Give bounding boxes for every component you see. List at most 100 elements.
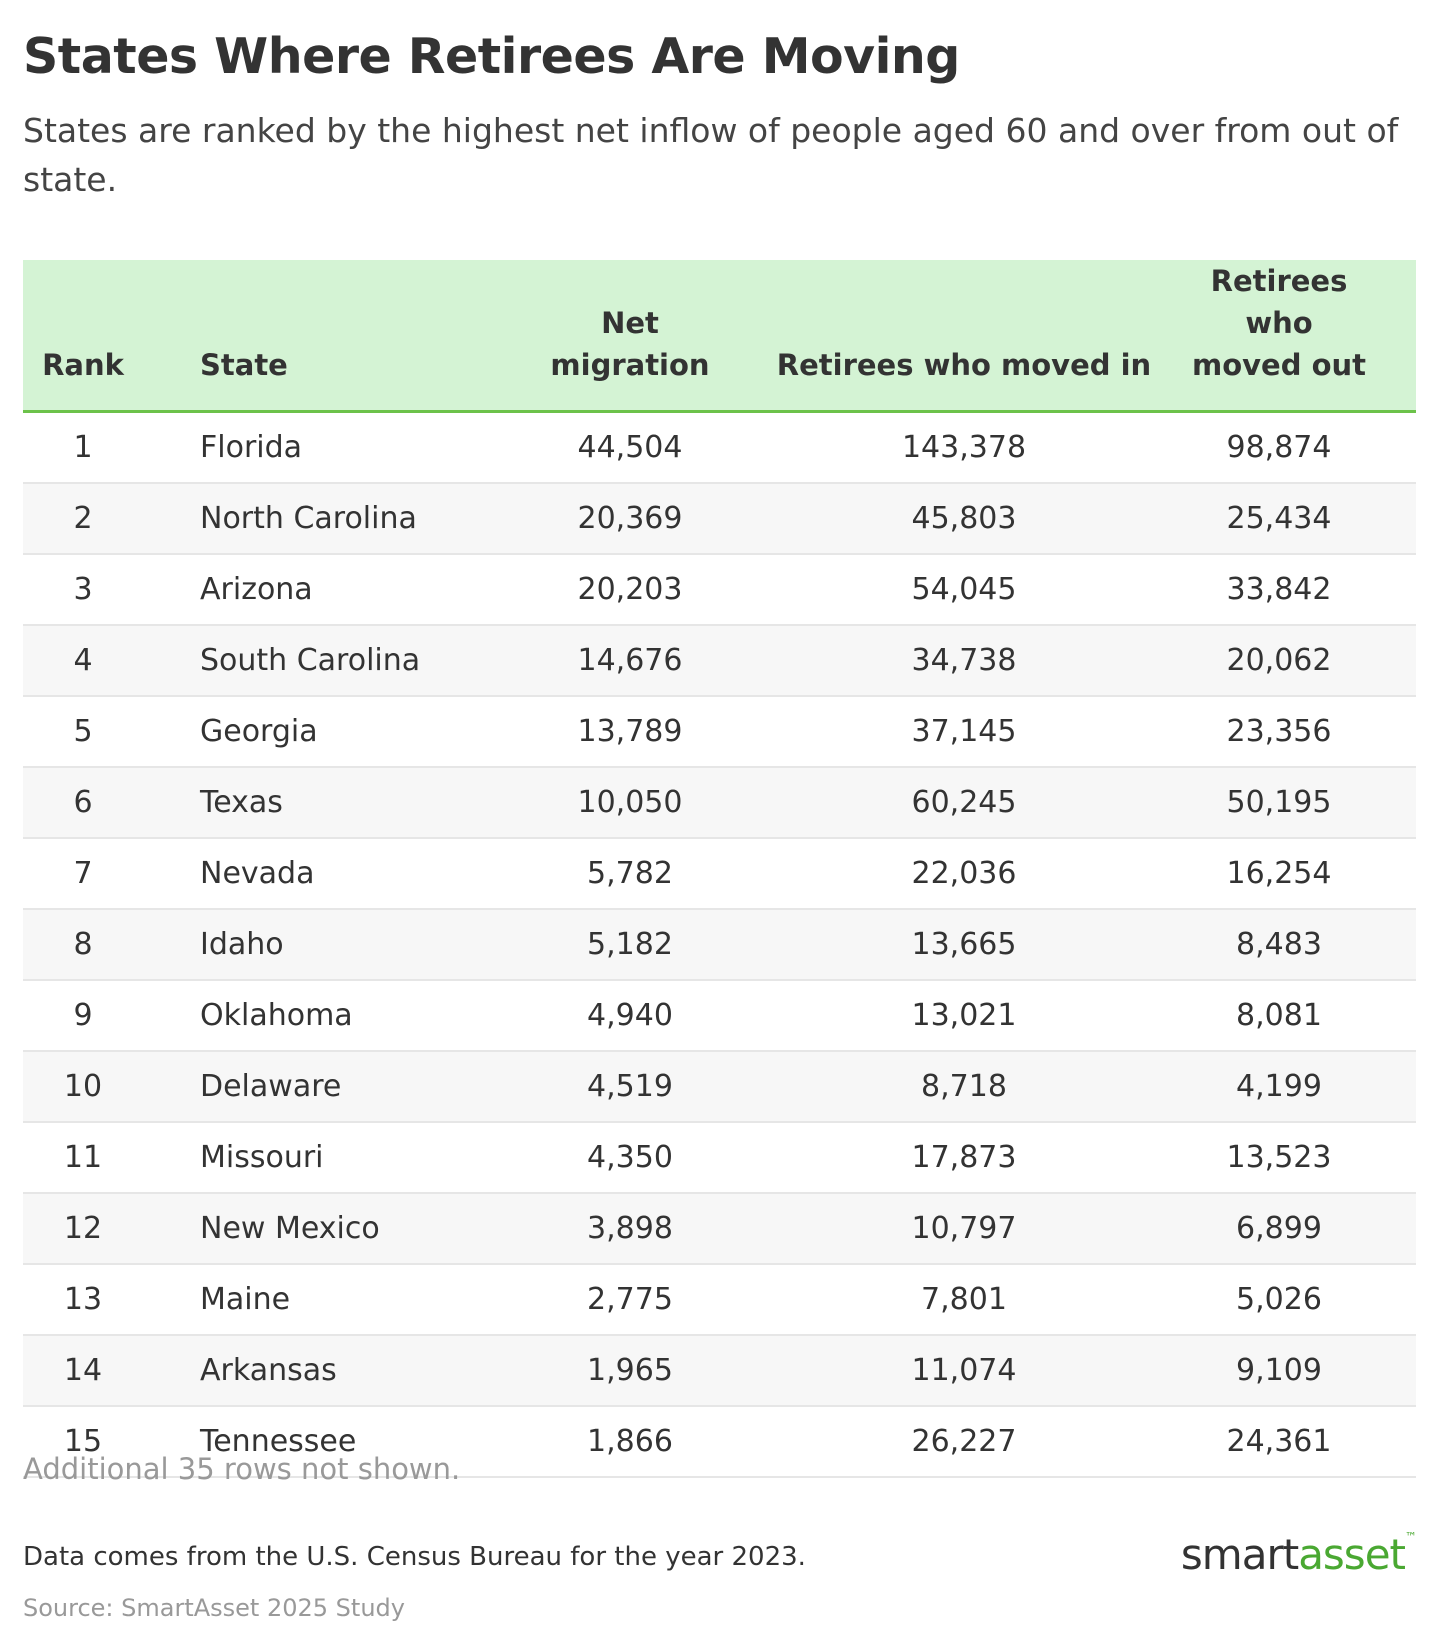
table-cell: 26,227	[740, 1406, 1188, 1478]
table-row: 4 South Carolina 14,676 34,738 20,062	[23, 625, 1416, 697]
table-cell: 24,361	[1188, 1406, 1416, 1478]
table-cell: 5,782	[520, 838, 740, 910]
table-cell: 10	[23, 1051, 143, 1123]
table-cell: 14	[23, 1335, 143, 1407]
table-cell: 5,182	[520, 909, 740, 981]
table-cell: 1,866	[520, 1406, 740, 1478]
table-cell: Arizona	[143, 554, 520, 626]
table-cell: 20,062	[1188, 625, 1416, 697]
table-cell: Idaho	[143, 909, 520, 981]
table-cell: Delaware	[143, 1051, 520, 1123]
table-row: 15 Tennessee 1,866 26,227 24,361	[23, 1406, 1416, 1478]
table-cell: North Carolina	[143, 483, 520, 555]
table-row: 7 Nevada 5,782 22,036 16,254	[23, 838, 1416, 910]
table-row: 13 Maine 2,775 7,801 5,026	[23, 1264, 1416, 1336]
table-cell: 4,519	[520, 1051, 740, 1123]
table-cell: Maine	[143, 1264, 520, 1336]
logo-text: asset	[1298, 1530, 1406, 1579]
table-cell: 4,199	[1188, 1051, 1416, 1123]
table-cell: 10,797	[740, 1193, 1188, 1265]
table-cell: 50,195	[1188, 767, 1416, 839]
table-cell: 4,350	[520, 1122, 740, 1194]
table-cell: 17,873	[740, 1122, 1188, 1194]
table-row: 12 New Mexico 3,898 10,797 6,899	[23, 1193, 1416, 1265]
column-header: Retirees who moved in	[740, 260, 1188, 413]
table-cell: 6	[23, 767, 143, 839]
table-cell: 13,021	[740, 980, 1188, 1052]
table-cell: 54,045	[740, 554, 1188, 626]
table-cell: 14,676	[520, 625, 740, 697]
table-cell: 6,899	[1188, 1193, 1416, 1265]
table-cell: 5	[23, 696, 143, 768]
table-cell: 8	[23, 909, 143, 981]
logo: smartasset™	[1180, 1530, 1417, 1579]
table-cell: Nevada	[143, 838, 520, 910]
table-cell: 3	[23, 554, 143, 626]
table-cell: 4	[23, 625, 143, 697]
table-cell: 4,940	[520, 980, 740, 1052]
table-row: 11 Missouri 4,350 17,873 13,523	[23, 1122, 1416, 1194]
table-cell: 20,369	[520, 483, 740, 555]
table-row: 14 Arkansas 1,965 11,074 9,109	[23, 1335, 1416, 1407]
table-row: 10 Delaware 4,519 8,718 4,199	[23, 1051, 1416, 1123]
table-row: 3 Arizona 20,203 54,045 33,842	[23, 554, 1416, 626]
table-body: 1 Florida 44,504 143,378 98,874 2 North Caroli…	[23, 411, 1416, 1478]
table-cell: 13,523	[1188, 1122, 1416, 1194]
table-cell: 15	[23, 1406, 143, 1478]
description: Data comes from the U.S. Census Bureau f…	[23, 1542, 806, 1572]
table-cell: 37,145	[740, 696, 1188, 768]
table-cell: 1,965	[520, 1335, 740, 1407]
table-cell: 143,378	[740, 411, 1188, 484]
table-cell: South Carolina	[143, 625, 520, 697]
logo-mark: ™	[1405, 1530, 1417, 1544]
table-cell: 7	[23, 838, 143, 910]
note: Additional 35 rows not shown.	[23, 1452, 461, 1486]
table-cell: 25,434	[1188, 483, 1416, 555]
table-row: 1 Florida 44,504 143,378 98,874	[23, 411, 1416, 484]
table-cell: Georgia	[143, 696, 520, 768]
logo-text: smart	[1180, 1530, 1299, 1579]
header-row: Rank State Net migration Retirees who moved…	[23, 260, 1416, 413]
table-cell: Texas	[143, 767, 520, 839]
table-cell: 60,245	[740, 767, 1188, 839]
table-cell: 9	[23, 980, 143, 1052]
table-cell: 44,504	[520, 411, 740, 484]
table-cell: 1	[23, 411, 143, 484]
data-table: Rank State Net migration Retirees who moved…	[23, 260, 1416, 1478]
table-cell: 11	[23, 1122, 143, 1194]
subtitle: States are ranked by the highest net inf…	[23, 111, 1399, 199]
table-cell: 3,898	[520, 1193, 740, 1265]
title: States Where Retirees Are Moving	[23, 28, 960, 85]
table-cell: Oklahoma	[143, 980, 520, 1052]
table-cell: 13,789	[520, 696, 740, 768]
source: Source: SmartAsset 2025 Study	[23, 1594, 405, 1622]
table-row: 6 Texas 10,050 60,245 50,195	[23, 767, 1416, 839]
table-cell: 11,074	[740, 1335, 1188, 1407]
column-header: Rank	[23, 260, 143, 413]
table-cell: 8,081	[1188, 980, 1416, 1052]
table-cell: 16,254	[1188, 838, 1416, 910]
table-row: 5 Georgia 13,789 37,145 23,356	[23, 696, 1416, 768]
table-cell: 22,036	[740, 838, 1188, 910]
table-cell: 8,718	[740, 1051, 1188, 1123]
table-cell: 2,775	[520, 1264, 740, 1336]
table-row: 2 North Carolina 20,369 45,803 25,434	[23, 483, 1416, 555]
table-cell: 10,050	[520, 767, 740, 839]
table-cell: 20,203	[520, 554, 740, 626]
table-cell: 12	[23, 1193, 143, 1265]
table-cell: Tennessee	[143, 1406, 520, 1478]
table-cell: 9,109	[1188, 1335, 1416, 1407]
column-header: Retirees who moved out	[1188, 260, 1416, 413]
table-cell: 33,842	[1188, 554, 1416, 626]
table-cell: Florida	[143, 411, 520, 484]
table-cell: 5,026	[1188, 1264, 1416, 1336]
table-cell: 13,665	[740, 909, 1188, 981]
table-row: 9 Oklahoma 4,940 13,021 8,081	[23, 980, 1416, 1052]
table-cell: 23,356	[1188, 696, 1416, 768]
table-cell: Arkansas	[143, 1335, 520, 1407]
table-cell: 7,801	[740, 1264, 1188, 1336]
table-cell: 2	[23, 483, 143, 555]
table-cell: New Mexico	[143, 1193, 520, 1265]
table-cell: 8,483	[1188, 909, 1416, 981]
